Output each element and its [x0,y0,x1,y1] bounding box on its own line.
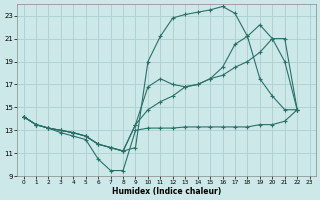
X-axis label: Humidex (Indice chaleur): Humidex (Indice chaleur) [112,187,221,196]
